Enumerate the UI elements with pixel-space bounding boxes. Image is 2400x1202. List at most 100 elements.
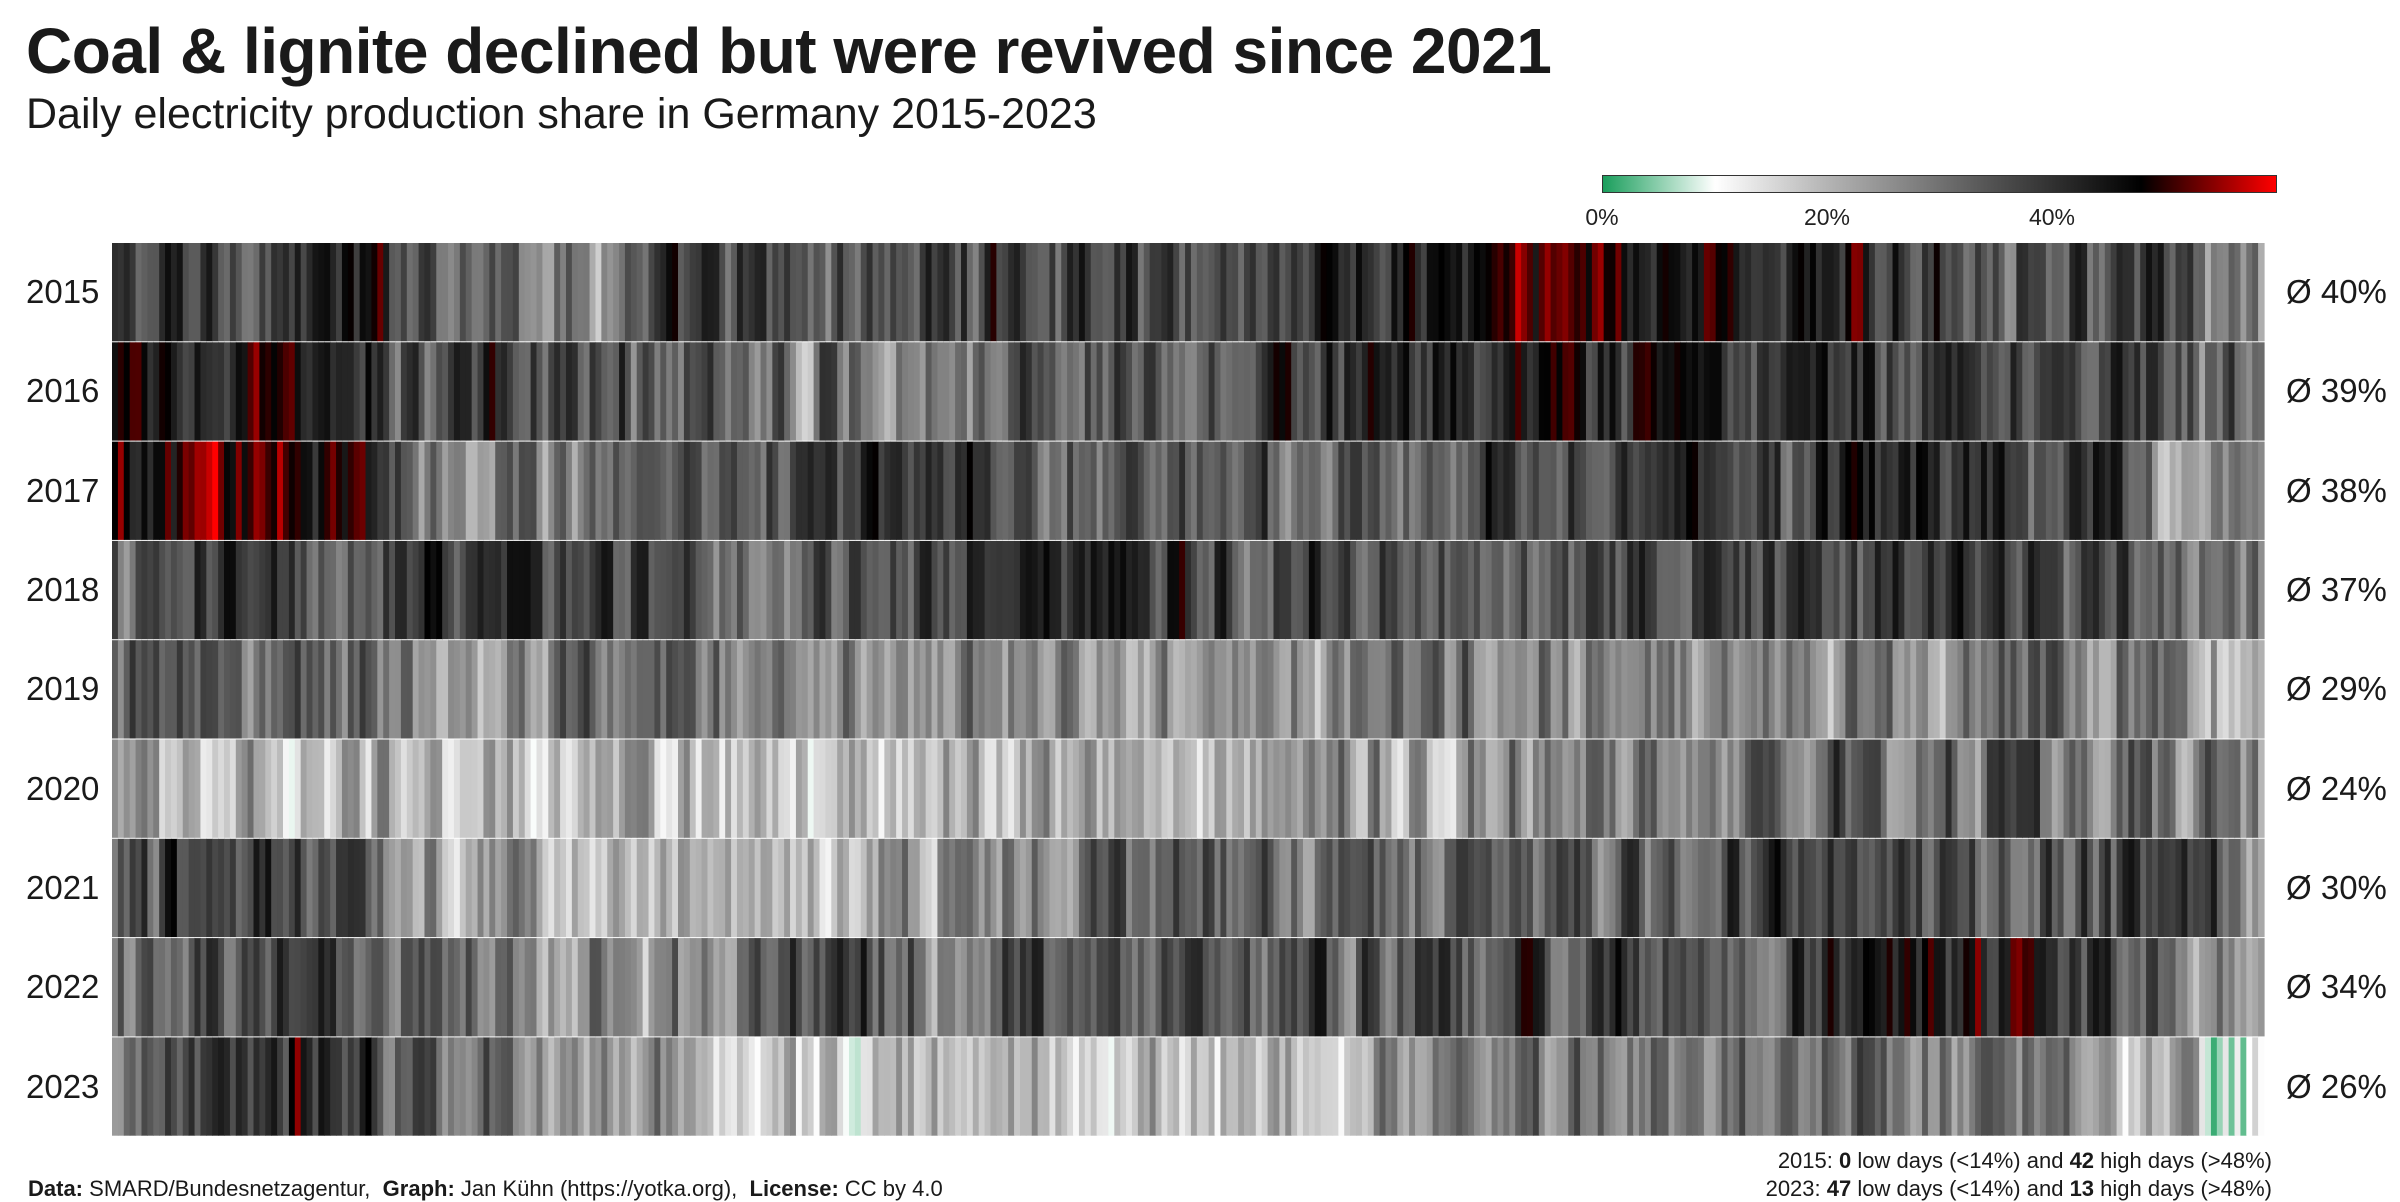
heatmap-cell (1992, 739, 2000, 838)
heatmap-cell (1680, 938, 1687, 1037)
heatmap-cell (359, 342, 367, 441)
heatmap-cell (1621, 739, 1628, 838)
heatmap-cell (748, 739, 756, 838)
heatmap-cell (2210, 938, 2218, 1037)
heatmap-cell (1739, 441, 1746, 540)
heatmap-cell (135, 739, 143, 838)
heatmap-cell (117, 739, 125, 838)
heatmap-cell (807, 342, 815, 441)
heatmap-cell (1220, 540, 1227, 640)
heatmap-cell (1597, 441, 1605, 540)
heatmap-cell (2093, 838, 2100, 938)
heatmap-cell (1768, 243, 1776, 342)
heatmap-cell (1674, 1037, 1681, 1136)
heatmap-cell (1137, 938, 1145, 1037)
heatmap-row-2018 (112, 540, 2265, 640)
heatmap-cell (701, 342, 709, 441)
heatmap-cell (1220, 342, 1227, 441)
heatmap-cell (890, 1037, 897, 1136)
heatmap-cell (1644, 441, 1652, 540)
heatmap-cell (660, 342, 667, 441)
heatmap-row-2017 (112, 441, 2265, 540)
heatmap-cell (1904, 640, 1911, 739)
heatmap-cell (235, 838, 243, 938)
heatmap-cell (318, 1037, 325, 1136)
heatmap-cell (1137, 342, 1145, 441)
heatmap-cell (1249, 243, 1257, 342)
heatmap-cell (165, 540, 172, 640)
heatmap-cell (424, 838, 431, 938)
heatmap-cell (565, 1037, 573, 1136)
heatmap-cell (1615, 342, 1622, 441)
heatmap-cell (2234, 838, 2242, 938)
heatmap-cell (1656, 540, 1664, 640)
heatmap-cell (2205, 640, 2212, 739)
heatmap-cell (2057, 243, 2065, 342)
heatmap-cell (1497, 739, 1505, 838)
heatmap-cell (1639, 540, 1646, 640)
heatmap-cell (1320, 243, 1328, 342)
heatmap-cell (1933, 441, 1941, 540)
heatmap-cell (1167, 441, 1174, 540)
heatmap-cell (1910, 838, 1917, 938)
heatmap-cell (2246, 243, 2253, 342)
heatmap-cell (542, 739, 549, 838)
heatmap-cell (1509, 243, 1516, 342)
heatmap-cell (383, 342, 390, 441)
heatmap-cell (695, 640, 703, 739)
heatmap-cell (501, 739, 508, 838)
heatmap-cell (902, 441, 909, 540)
heatmap-cell (907, 838, 915, 938)
heatmap-cell (1556, 243, 1563, 342)
heatmap-cell (1208, 441, 1216, 540)
heatmap-cell (1916, 540, 1923, 640)
heatmap-cell (1780, 540, 1788, 640)
heatmap-cell (507, 838, 514, 938)
heatmap-cell (2128, 1037, 2135, 1136)
heatmap-cell (1927, 938, 1935, 1037)
heatmap-cell (489, 1037, 496, 1136)
heatmap-cell (931, 1037, 939, 1136)
heatmap-cell (1774, 640, 1782, 739)
heatmap-cell (206, 739, 213, 838)
heatmap-cell (1367, 739, 1375, 838)
heatmap-cell (1491, 640, 1499, 739)
heatmap-cell (1308, 441, 1316, 540)
heatmap-cell (1969, 739, 1976, 838)
heatmap-cell (624, 739, 632, 838)
heatmap-cell (1249, 441, 1257, 540)
heatmap-cell (2222, 441, 2230, 540)
heatmap-cell (866, 441, 874, 540)
heatmap-cell (200, 739, 207, 838)
stats-low-text: low days (<14%) and (1857, 1176, 2064, 1201)
heatmap-cell (2110, 441, 2118, 540)
heatmap-cell (1190, 838, 1198, 938)
heatmap-cell (1857, 739, 1864, 838)
heatmap-cell (471, 640, 479, 739)
heatmap-cell (389, 540, 396, 640)
heatmap-cell (1273, 640, 1280, 739)
heatmap-cell (1739, 243, 1746, 342)
heatmap-cell (1067, 640, 1074, 739)
heatmap-cell (1297, 243, 1304, 342)
heatmap-cell (1910, 1037, 1917, 1136)
heatmap-cell (837, 441, 844, 540)
heatmap-cell (1839, 243, 1846, 342)
heatmap-cell (442, 938, 449, 1037)
heatmap-cell (1544, 342, 1552, 441)
heatmap-cell (548, 342, 555, 441)
heatmap-cell (642, 640, 650, 739)
heatmap-cell (2028, 938, 2035, 1037)
heatmap-cell (807, 739, 815, 838)
heatmap-cell (1916, 1037, 1923, 1136)
heatmap-cell (330, 243, 337, 342)
heatmap-cell (725, 838, 732, 938)
heatmap-cell (1338, 342, 1345, 441)
heatmap-cell (218, 739, 225, 838)
heatmap-cell (2034, 739, 2041, 838)
heatmap-cell (318, 640, 325, 739)
heatmap-cell (1385, 938, 1393, 1037)
heatmap-cell (589, 739, 597, 838)
heatmap-cell (247, 739, 255, 838)
heatmap-cell (1810, 838, 1817, 938)
